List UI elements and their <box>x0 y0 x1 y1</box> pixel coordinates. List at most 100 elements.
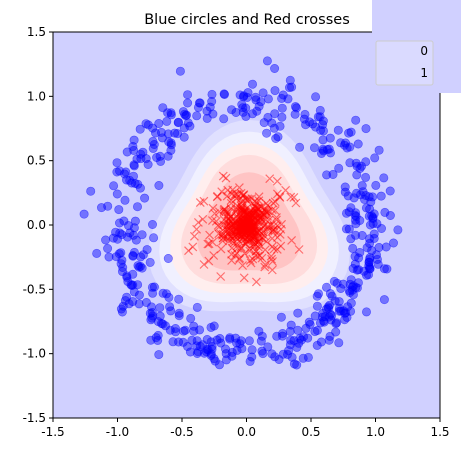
blue-point-407 <box>333 125 343 135</box>
blue-point-457 <box>331 327 341 337</box>
blue-point-459 <box>351 219 361 229</box>
blue-point-280 <box>116 259 126 269</box>
blue-point-315 <box>92 248 102 258</box>
blue-point-259 <box>365 204 375 214</box>
blue-point-482 <box>351 158 361 168</box>
red-point-198 <box>239 273 249 283</box>
blue-point-430 <box>122 292 132 302</box>
blue-point-473 <box>338 279 348 289</box>
blue-point-442 <box>158 319 168 329</box>
blue-point-223 <box>348 263 358 273</box>
blue-point-311 <box>254 326 264 336</box>
red-point-408 <box>226 195 236 205</box>
blue-point-444 <box>163 151 173 161</box>
blue-point-105 <box>258 88 268 98</box>
blue-point-340 <box>238 103 248 113</box>
blue-point-415 <box>344 286 354 296</box>
blue-point-101 <box>318 135 328 145</box>
blue-point-426 <box>352 170 362 180</box>
blue-point-320 <box>374 145 384 155</box>
blue-point-29 <box>270 109 280 119</box>
blue-point-154 <box>370 153 380 163</box>
blue-point-181 <box>362 243 372 253</box>
blue-point-65 <box>251 95 261 105</box>
blue-point-248 <box>145 308 155 318</box>
blue-point-419 <box>129 171 139 181</box>
blue-point-121 <box>381 242 391 252</box>
chart-title: Blue circles and Red crosses <box>144 12 350 28</box>
blue-point-449 <box>319 316 329 326</box>
red-point-490 <box>272 189 282 199</box>
red-point-499 <box>233 234 242 244</box>
blue-point-99 <box>361 124 371 134</box>
legend: 0 1 <box>372 0 461 93</box>
blue-point-235 <box>310 327 320 337</box>
red-point-384 <box>272 213 281 222</box>
blue-point-474 <box>351 208 361 218</box>
red-point-423 <box>251 277 261 287</box>
blue-point-123 <box>232 345 242 355</box>
y-tick-label-6: 1.5 <box>27 25 46 39</box>
blue-point-364 <box>270 86 280 96</box>
blue-point-225 <box>154 181 164 191</box>
blue-point-163 <box>355 248 365 258</box>
red-point-456 <box>231 207 241 217</box>
blue-point-405 <box>130 216 140 226</box>
red-point-356 <box>211 216 221 226</box>
blue-point-499 <box>270 352 280 362</box>
y-tick-label-5: 1.0 <box>27 89 46 103</box>
blue-point-66 <box>151 128 161 138</box>
blue-point-382 <box>257 331 267 341</box>
blue-point-326 <box>133 202 143 212</box>
blue-point-363 <box>143 120 153 130</box>
blue-point-270 <box>310 311 320 321</box>
blue-point-367 <box>227 351 237 361</box>
blue-point-324 <box>350 259 360 269</box>
red-point-468 <box>227 249 236 259</box>
blue-point-452 <box>124 299 134 309</box>
blue-point-483 <box>219 89 229 99</box>
x-tick-label-2: -0.5 <box>170 425 193 439</box>
blue-point-491 <box>165 325 175 335</box>
red-point-374 <box>221 173 231 183</box>
blue-point-272 <box>251 92 261 102</box>
blue-point-468 <box>366 197 376 207</box>
blue-point-299 <box>301 120 311 130</box>
blue-point-240 <box>373 259 383 269</box>
blue-point-345 <box>248 109 258 119</box>
red-cross-series <box>184 171 304 287</box>
blue-point-141 <box>263 342 273 352</box>
blue-point-331 <box>262 128 272 138</box>
blue-point-98 <box>385 186 395 196</box>
blue-point-492 <box>285 75 295 85</box>
blue-point-344 <box>142 245 152 255</box>
blue-point-293 <box>194 98 204 108</box>
blue-point-472 <box>179 123 189 133</box>
blue-point-262 <box>86 186 96 196</box>
red-point-252 <box>234 183 244 193</box>
red-point-350 <box>294 245 304 254</box>
blue-point-38 <box>148 123 158 133</box>
blue-point-488 <box>346 127 356 137</box>
red-point-189 <box>267 233 277 243</box>
red-point-447 <box>230 191 240 201</box>
red-point-138 <box>198 214 208 224</box>
blue-point-393 <box>269 123 279 133</box>
blue-point-30 <box>182 110 192 120</box>
blue-point-443 <box>371 250 381 260</box>
red-point-497 <box>244 194 254 204</box>
blue-point-446 <box>343 302 353 312</box>
plot-area <box>52 31 441 419</box>
blue-point-205 <box>277 112 287 122</box>
red-point-402 <box>216 244 226 254</box>
blue-point-230 <box>129 223 139 233</box>
blue-point-453 <box>372 254 382 264</box>
blue-point-146 <box>336 283 346 293</box>
blue-point-401 <box>312 301 322 311</box>
blue-point-433 <box>202 334 212 344</box>
blue-point-209 <box>133 280 143 290</box>
red-point-329 <box>223 207 233 217</box>
blue-point-333 <box>324 335 334 345</box>
blue-point-314 <box>315 112 325 122</box>
